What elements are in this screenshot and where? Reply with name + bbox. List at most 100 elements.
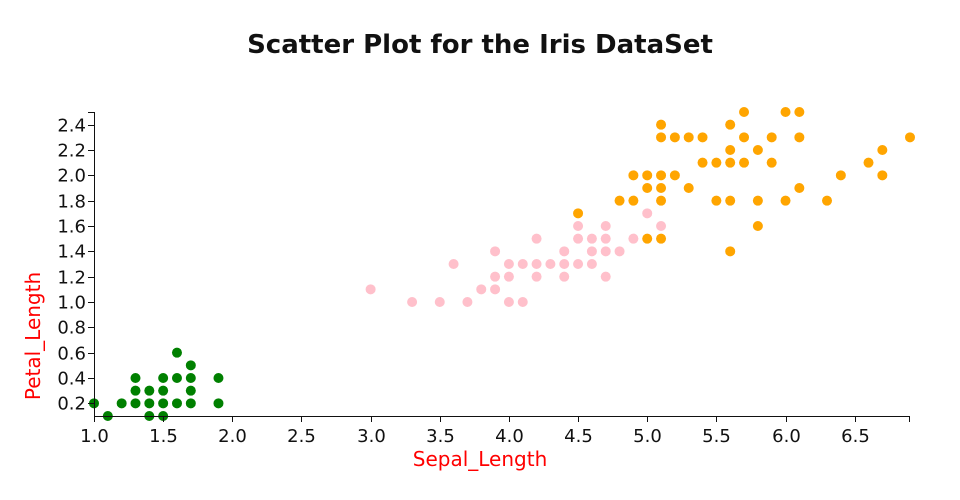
- data-point: [171, 373, 182, 383]
- data-point: [642, 183, 653, 193]
- data-point: [144, 385, 155, 396]
- x-tick-label: 5.5: [702, 426, 731, 447]
- data-point: [656, 221, 667, 231]
- data-point: [158, 385, 169, 396]
- data-point: [545, 259, 556, 269]
- data-point: [794, 107, 805, 117]
- data-point: [407, 297, 418, 307]
- data-point: [573, 233, 584, 244]
- x-axis-ticks: 1.0 1.5 2.0 2.5 3.0 3.5 4.0 4.5 5.0 5.5 6.0 6.5: [80, 416, 910, 447]
- data-point: [531, 233, 542, 244]
- points-layer: [89, 107, 915, 421]
- data-point: [462, 297, 473, 307]
- data-point: [752, 195, 763, 206]
- data-point: [642, 233, 653, 244]
- data-point: [794, 183, 805, 193]
- data-point: [365, 284, 376, 295]
- data-point: [586, 233, 597, 244]
- data-point: [130, 398, 141, 409]
- data-point: [656, 170, 667, 181]
- y-tick-label: 0.8: [57, 318, 86, 339]
- data-point: [600, 221, 611, 231]
- data-point: [185, 360, 196, 371]
- data-point: [739, 132, 750, 143]
- data-point: [656, 119, 667, 130]
- data-point: [185, 373, 196, 383]
- x-tick-label: 3.5: [426, 426, 455, 447]
- data-point: [656, 183, 667, 193]
- y-tick-label: 1.6: [57, 217, 86, 238]
- data-point: [600, 233, 611, 244]
- data-point: [683, 132, 694, 143]
- y-tick-label: 1.2: [57, 268, 86, 289]
- data-point: [559, 259, 570, 269]
- data-point: [683, 183, 694, 193]
- data-point: [600, 271, 611, 282]
- data-point: [185, 385, 196, 396]
- y-tick-label: 1.0: [57, 293, 86, 314]
- data-point: [739, 157, 750, 168]
- data-point: [711, 195, 722, 206]
- data-point: [697, 132, 708, 143]
- data-point: [171, 347, 182, 358]
- data-point: [503, 259, 514, 269]
- data-point: [531, 271, 542, 282]
- y-axis-label: Petal_Length: [21, 272, 45, 400]
- data-point: [766, 157, 777, 168]
- data-point: [877, 145, 888, 155]
- data-point: [490, 246, 501, 257]
- data-point: [448, 259, 459, 269]
- data-point: [171, 398, 182, 409]
- data-point: [503, 297, 514, 307]
- x-tick-label: 6.0: [772, 426, 801, 447]
- data-point: [835, 170, 846, 181]
- data-point: [725, 119, 736, 130]
- data-point: [642, 208, 653, 219]
- y-axis-ticks: 0.2 0.4 0.6 0.8 1.0 1.2 1.4 1.6 1.8 2.0 2.2 2.4: [57, 112, 94, 415]
- data-point: [531, 259, 542, 269]
- data-point: [185, 398, 196, 409]
- data-point: [669, 170, 680, 181]
- data-point: [614, 246, 625, 257]
- data-point: [905, 132, 915, 143]
- data-point: [656, 132, 667, 143]
- data-point: [822, 195, 833, 206]
- data-point: [586, 259, 597, 269]
- data-point: [586, 246, 597, 257]
- data-point: [725, 246, 736, 257]
- y-tick-label: 2.4: [57, 116, 86, 137]
- axes-layer: 1.0 1.5 2.0 2.5 3.0 3.5 4.0 4.5 5.0 5.5 6.0 6.5 0.2…: [57, 112, 910, 447]
- x-axis-label: Sepal_Length: [413, 447, 548, 471]
- data-point: [490, 284, 501, 295]
- x-tick-label: 2.5: [287, 426, 316, 447]
- data-point: [752, 221, 763, 231]
- data-point: [573, 221, 584, 231]
- data-point: [213, 398, 224, 409]
- data-point: [503, 271, 514, 282]
- y-tick-label: 0.6: [57, 344, 86, 365]
- data-point: [490, 271, 501, 282]
- data-point: [780, 195, 791, 206]
- data-point: [130, 373, 141, 383]
- data-point: [158, 373, 169, 383]
- x-tick-label: 5.0: [633, 426, 662, 447]
- data-point: [573, 208, 584, 219]
- data-point: [517, 259, 528, 269]
- data-point: [794, 132, 805, 143]
- y-tick-label: 1.8: [57, 192, 86, 213]
- x-tick-label: 6.5: [841, 426, 870, 447]
- x-tick-label: 1.5: [149, 426, 178, 447]
- data-point: [711, 157, 722, 168]
- data-point: [573, 259, 584, 269]
- data-point: [725, 145, 736, 155]
- data-point: [642, 170, 653, 181]
- data-point: [476, 284, 487, 295]
- data-point: [656, 233, 667, 244]
- x-tick-label: 4.0: [495, 426, 524, 447]
- data-point: [766, 132, 777, 143]
- y-tick-label: 0.4: [57, 369, 86, 390]
- data-point: [559, 246, 570, 257]
- data-point: [725, 157, 736, 168]
- x-tick-label: 2.0: [218, 426, 247, 447]
